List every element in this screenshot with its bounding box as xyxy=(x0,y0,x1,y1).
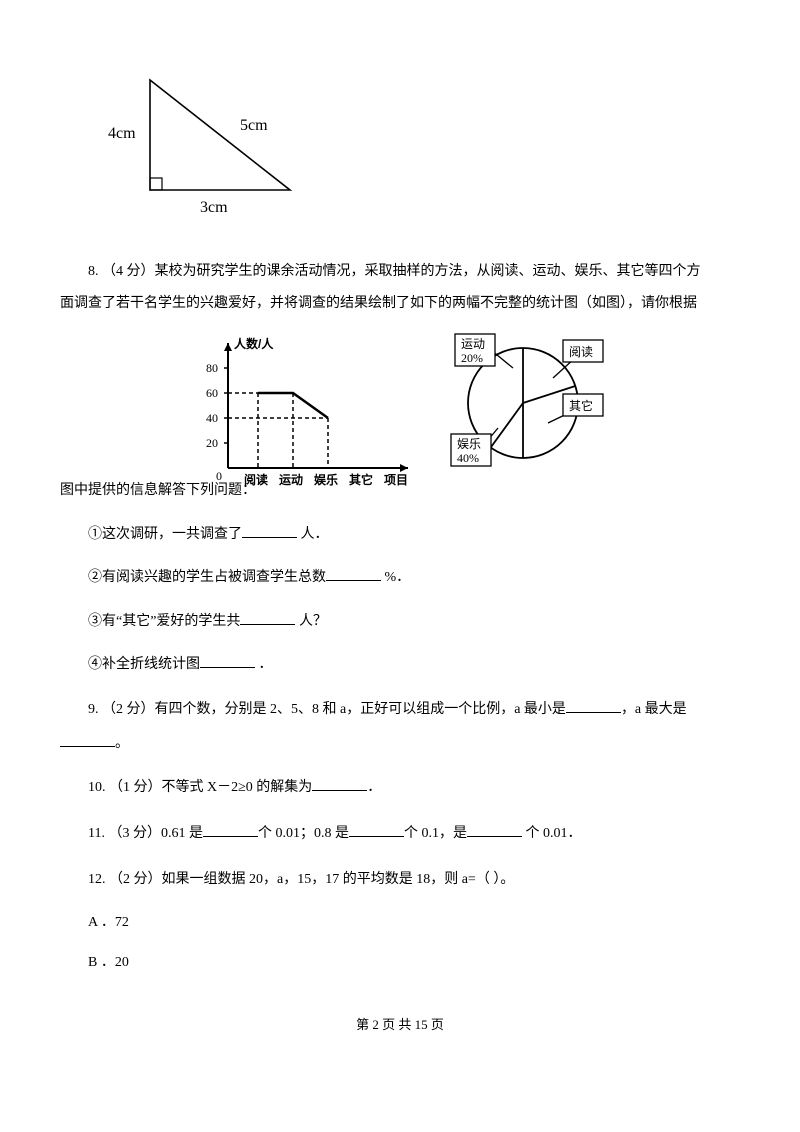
blank[interactable] xyxy=(467,822,522,837)
q9: 9. （2 分）有四个数，分别是 2、5、8 和 a，正好可以组成一个比例，a … xyxy=(60,696,740,724)
svg-text:0: 0 xyxy=(216,469,222,483)
blank[interactable] xyxy=(60,732,115,747)
xlabel-1: 运动 xyxy=(279,473,303,487)
y-axis-label: 人数/人 xyxy=(234,336,274,351)
page-footer: 第 2 页 共 15 页 xyxy=(60,1015,740,1036)
pie-chart: 运动 20% 阅读 其它 娱乐 40% xyxy=(443,328,613,478)
xlabel-2: 娱乐 xyxy=(314,472,338,487)
xlabel-3: 其它 xyxy=(349,472,373,487)
q8-line1: 8. （4 分）某校为研究学生的课余活动情况，采取抽样的方法，从阅读、运动、娱乐… xyxy=(60,258,740,286)
chart-container: 20 40 60 80 xyxy=(60,328,740,502)
triangle-bottom-label: 3cm xyxy=(200,199,228,216)
pie-label-read: 阅读 xyxy=(569,345,593,359)
q8-line2: 面调查了若干名学生的兴趣爱好，并将调查的结果绘制了如下的两幅不完整的统计图（如图… xyxy=(60,290,740,318)
q12-option-b[interactable]: B ．20 xyxy=(60,952,740,974)
xlabel-0: 阅读 xyxy=(244,472,268,487)
triangle-svg: 4cm 5cm 3cm xyxy=(90,60,330,220)
blank[interactable] xyxy=(240,610,295,625)
q8-sub4: ④补全折线统计图 ． xyxy=(60,653,740,676)
blank[interactable] xyxy=(566,698,621,713)
q8-sub3: ③有“其它”爱好的学生共 人？ xyxy=(60,610,740,633)
pie-percent-ent: 40% xyxy=(457,451,479,465)
ytick-60: 60 xyxy=(206,386,218,400)
pie-label-sport: 运动 xyxy=(461,337,485,351)
q10: 10. （1 分）不等式 X－2≥0 的解集为． xyxy=(60,774,740,802)
blank[interactable] xyxy=(242,523,297,538)
q11: 11. （3 分）0.61 是个 0.01；0.8 是个 0.1，是 个 0.0… xyxy=(60,820,740,848)
q12: 12. （2 分）如果一组数据 20，a，15，17 的平均数是 18，则 a=… xyxy=(60,866,740,894)
blank[interactable] xyxy=(349,822,404,837)
pie-label-ent: 娱乐 xyxy=(457,437,481,451)
blank[interactable] xyxy=(326,566,381,581)
xlabel-4: 项目 xyxy=(384,473,408,487)
ytick-20: 20 xyxy=(206,436,218,450)
q8-sub1: ①这次调研，一共调查了 人． xyxy=(60,523,740,546)
triangle-hyp-label: 5cm xyxy=(240,117,268,134)
line-chart: 20 40 60 80 xyxy=(188,328,418,498)
q9-tail-line: 。 xyxy=(60,732,740,755)
triangle-left-label: 4cm xyxy=(108,125,136,142)
pie-percent-sport: 20% xyxy=(461,351,483,365)
blank[interactable] xyxy=(312,776,367,791)
blank[interactable] xyxy=(200,653,255,668)
page-content: 4cm 5cm 3cm 8. （4 分）某校为研究学生的课余活动情况，采取抽样的… xyxy=(0,0,800,1065)
q12-option-a[interactable]: A ．72 xyxy=(60,912,740,934)
pie-label-other: 其它 xyxy=(569,398,593,413)
blank[interactable] xyxy=(203,822,258,837)
triangle-figure: 4cm 5cm 3cm xyxy=(90,60,740,228)
q8-sub2: ②有阅读兴趣的学生占被调查学生总数 %． xyxy=(60,566,740,589)
ytick-40: 40 xyxy=(206,411,218,425)
ytick-80: 80 xyxy=(206,361,218,375)
